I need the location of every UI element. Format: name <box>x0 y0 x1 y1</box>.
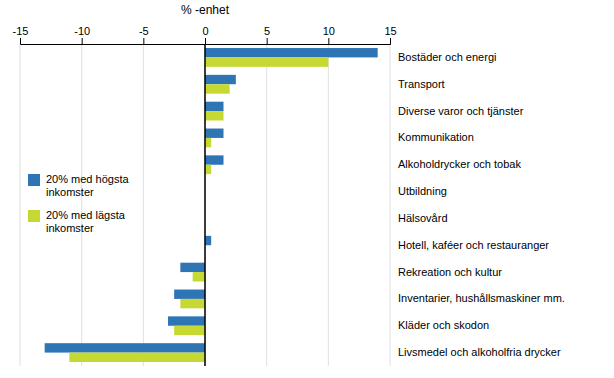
plot: -15 -10 -5 0 5 10 15 Bostäder och energi Transpo… <box>13 25 565 366</box>
grid-line <box>328 44 329 366</box>
grid-line <box>20 44 21 366</box>
category-label: Hotell, kaféer och restauranger <box>398 239 549 251</box>
category-label: Utbildning <box>398 185 447 197</box>
category-label: Diverse varor och tjänster <box>398 105 524 117</box>
y-tick: Utbildning <box>390 185 447 197</box>
x-axis-line <box>21 38 391 45</box>
bar <box>205 48 378 57</box>
y-axis: Bostäder och energi Transport Diverse varo… <box>390 51 565 358</box>
grid-line <box>143 44 144 366</box>
bar <box>205 75 236 84</box>
x-tick-mark <box>20 38 21 44</box>
x-tick: 5 <box>264 25 270 44</box>
y-tick: Alkoholdrycker och tobak <box>390 158 521 170</box>
x-tick: -5 <box>139 25 149 44</box>
x-tick: -10 <box>74 25 90 44</box>
bar <box>205 138 211 147</box>
bar <box>69 353 205 362</box>
bar <box>174 290 205 299</box>
legend: 20% med högstainkomster20% med lägstaink… <box>28 173 129 234</box>
legend-entry: 20% med högstainkomster <box>28 173 129 198</box>
bar-series <box>45 48 378 353</box>
x-tick-label: 0 <box>202 25 208 37</box>
category-label: Transport <box>398 78 445 90</box>
grid-line <box>81 44 82 366</box>
y-tick: Kläder och skodon <box>390 319 489 331</box>
bar <box>180 299 205 308</box>
grid-line <box>266 44 267 366</box>
legend-swatch <box>28 210 40 222</box>
x-tick-mark <box>328 38 329 44</box>
y-tick: Hotell, kaféer och restauranger <box>390 239 549 251</box>
bar <box>205 236 211 245</box>
x-tick: 10 <box>323 25 335 44</box>
y-tick: Kommunikation <box>390 131 474 143</box>
bar <box>205 165 211 174</box>
category-label: Kommunikation <box>398 131 474 143</box>
x-tick-label: -5 <box>139 25 149 37</box>
zero-line <box>204 44 206 366</box>
y-tick: Bostäder och energi <box>390 51 496 63</box>
bar <box>205 129 224 138</box>
bar <box>205 84 230 93</box>
category-label: Bostäder och energi <box>398 51 496 63</box>
x-tick: 15 <box>384 25 396 44</box>
category-label: Rekreation och kultur <box>398 266 502 278</box>
legend-label: 20% med högstainkomster <box>46 173 129 198</box>
bar <box>174 326 205 335</box>
bar <box>205 111 224 120</box>
x-axis: -15 -10 -5 0 5 10 15 <box>13 25 397 45</box>
bar <box>180 263 205 272</box>
legend-label: 20% med lägstainkomster <box>46 209 126 234</box>
chart: -15 -10 -5 0 5 10 15 Bostäder och energi Transpo… <box>0 0 614 378</box>
bar <box>205 102 224 111</box>
bar <box>205 57 328 66</box>
category-label: Alkoholdrycker och tobak <box>398 158 521 170</box>
legend-entry: 20% med lägstainkomster <box>28 209 126 234</box>
y-tick: Livsmedel och alkoholfria drycker <box>390 346 561 358</box>
category-label: Kläder och skodon <box>398 319 489 331</box>
category-label: Inventarier, hushållsmaskiner mm. <box>398 292 565 304</box>
x-tick-mark <box>205 38 206 44</box>
grid <box>20 44 390 366</box>
x-tick-label: 5 <box>264 25 270 37</box>
bar <box>193 272 205 281</box>
x-tick-mark <box>82 38 83 44</box>
y-tick: Inventarier, hushållsmaskiner mm. <box>390 292 565 304</box>
x-tick-label: 15 <box>384 25 396 37</box>
legend-label-line: 20% med lägsta <box>46 209 126 221</box>
x-tick-label: 10 <box>323 25 335 37</box>
bar <box>205 155 224 164</box>
legend-swatch <box>28 174 40 186</box>
x-tick-mark <box>143 38 144 44</box>
legend-label-line: inkomster <box>46 186 94 198</box>
bar <box>168 316 205 325</box>
x-tick-label: -10 <box>74 25 90 37</box>
bars <box>45 48 378 362</box>
x-tick-mark <box>267 38 268 44</box>
x-tick: 0 <box>202 25 208 44</box>
x-tick-label: -15 <box>13 25 29 37</box>
bar <box>45 343 205 352</box>
grid-line <box>205 44 206 366</box>
y-tick: Hälsovård <box>390 212 448 224</box>
legend-label-line: inkomster <box>46 222 94 234</box>
y-tick: Diverse varor och tjänster <box>390 105 524 117</box>
x-tick-mark <box>390 38 391 44</box>
category-label: Hälsovård <box>398 212 448 224</box>
legend-label-line: 20% med högsta <box>46 173 129 185</box>
x-axis-title: % -enhet <box>181 3 230 17</box>
category-label: Livsmedel och alkoholfria drycker <box>398 346 561 358</box>
y-tick: Rekreation och kultur <box>390 266 502 278</box>
grid-line <box>390 44 391 366</box>
x-tick: -15 <box>13 25 29 44</box>
y-tick: Transport <box>390 78 445 90</box>
